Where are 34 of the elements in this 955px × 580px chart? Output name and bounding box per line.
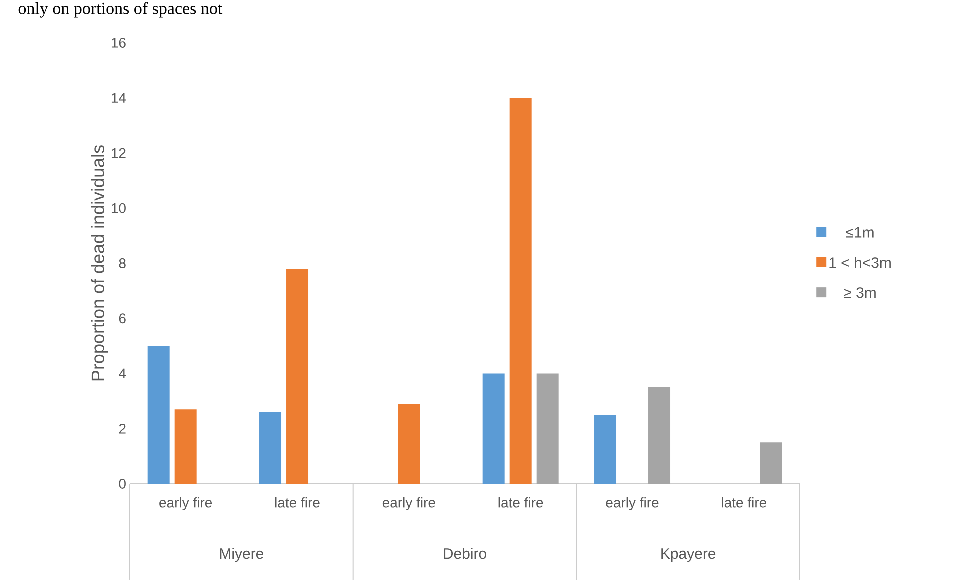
x-tick-label: early fire (606, 497, 659, 510)
bar (286, 268, 309, 484)
text: Miyere (220, 548, 264, 562)
bar (760, 442, 782, 484)
x-tick-label: early fire (160, 497, 212, 510)
legend-label: ≥ 3m (844, 287, 876, 298)
x-tick-label: early fire (382, 497, 436, 510)
bar (510, 98, 532, 484)
y-tick-label: 14 (112, 93, 126, 103)
y-tick-label: 4 (119, 368, 126, 378)
y-tick-label: 12 (112, 148, 126, 158)
text: only on portions of spaces not (18, 2, 223, 18)
text: Debiro (444, 548, 486, 559)
bar (398, 404, 420, 484)
y-tick-label: 10 (112, 203, 126, 214)
bar (174, 409, 197, 484)
y-tick-label: 0 (119, 478, 126, 489)
bar (536, 374, 559, 484)
bar (594, 414, 617, 484)
bar (260, 412, 282, 484)
y-tick-label: 2 (119, 424, 126, 434)
x-tick-label: late fire (275, 497, 320, 508)
bar (648, 387, 671, 484)
bar (482, 374, 505, 484)
legend-label: 1 < h<3m (830, 256, 891, 268)
x-tick-label: late fire (722, 497, 766, 508)
x-tick-label: late fire (498, 497, 544, 508)
y-axis-title: Proportion of dead individuals (91, 145, 108, 380)
y-tick-label: 8 (119, 258, 126, 268)
y-tick-label: 6 (119, 313, 126, 324)
bar (148, 346, 170, 484)
y-tick-label: 16 (112, 38, 126, 48)
legend-label: ≤1m (846, 227, 874, 238)
text: Kpayere (662, 548, 716, 562)
